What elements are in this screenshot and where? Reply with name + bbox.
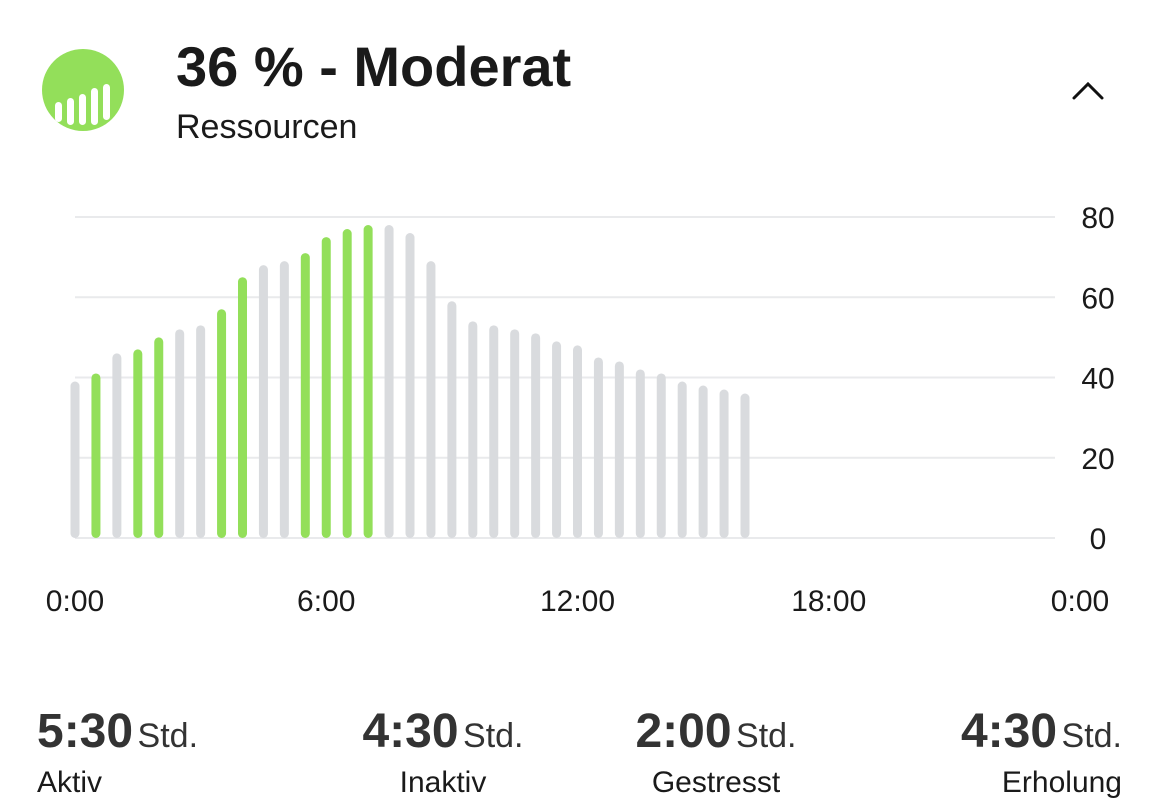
bar [217, 309, 227, 538]
stat-number: 2:00 [635, 705, 731, 758]
bar [698, 385, 708, 538]
y-tick-label: 40 [1081, 363, 1114, 396]
bar [238, 277, 247, 538]
stat-unit: Std. [463, 717, 523, 755]
bar [196, 325, 206, 538]
bar [300, 253, 310, 539]
stat-value: 4:30 Std. [961, 705, 1122, 758]
bar [112, 353, 122, 538]
chart: 0 20 40 60 80 0:00 6:00 12:00 18:00 0:00 [46, 202, 1115, 618]
bar [593, 357, 603, 538]
stat-number: 5:30 [37, 705, 133, 758]
stat-value: 5:30 Std. [37, 705, 198, 758]
y-tick-label: 20 [1081, 443, 1114, 476]
bar [677, 381, 687, 538]
bar [489, 325, 499, 538]
bar [279, 261, 289, 538]
bar [363, 225, 373, 538]
stat-value: 2:00 Std. [635, 705, 796, 758]
bar [384, 225, 394, 538]
stat-value: 4:30 Std. [362, 705, 523, 758]
bar [447, 301, 457, 538]
bar [573, 345, 582, 538]
title: 36 % - Moderat [176, 35, 571, 98]
bar [321, 237, 331, 538]
x-tick-label: 0:00 [46, 585, 104, 618]
stat-number: 4:30 [961, 705, 1057, 758]
stat-unit: Std. [138, 717, 198, 755]
stat-unit: Std. [736, 717, 796, 755]
stat-label: Inaktiv [400, 766, 487, 799]
stat-label: Aktiv [37, 766, 102, 799]
bar [405, 233, 415, 539]
bar [552, 341, 562, 538]
stats: 5:30 Std. Aktiv 4:30 Std. Inaktiv 2:00 Std. G… [37, 705, 1122, 799]
bar [175, 329, 185, 538]
collapse-button[interactable] [1072, 81, 1104, 100]
bar [614, 361, 624, 538]
bar [258, 265, 268, 538]
subtitle: Ressourcen [176, 108, 357, 146]
x-tick-label: 0:00 [1051, 585, 1109, 618]
x-tick-label: 18:00 [791, 585, 866, 618]
bar [342, 229, 352, 538]
x-tick-label: 6:00 [297, 585, 355, 618]
bar [91, 373, 101, 538]
bar [133, 349, 143, 538]
bar [70, 381, 80, 538]
bar [426, 261, 436, 538]
app-icon [42, 49, 124, 131]
x-tick-label: 12:00 [540, 585, 615, 618]
bar [719, 389, 729, 538]
bar [154, 337, 164, 538]
bar [510, 329, 520, 538]
y-tick-label: 60 [1081, 282, 1114, 315]
y-tick-label: 80 [1081, 202, 1114, 235]
stat-number: 4:30 [362, 705, 458, 758]
bar [531, 333, 541, 538]
bar [656, 373, 666, 538]
stat-unit: Std. [1062, 717, 1122, 755]
stat-label: Gestresst [652, 766, 781, 799]
bar [468, 321, 478, 538]
y-tick-label: 0 [1090, 523, 1107, 556]
stat-label: Erholung [1002, 766, 1122, 799]
bar [740, 393, 750, 538]
bar [635, 369, 645, 538]
